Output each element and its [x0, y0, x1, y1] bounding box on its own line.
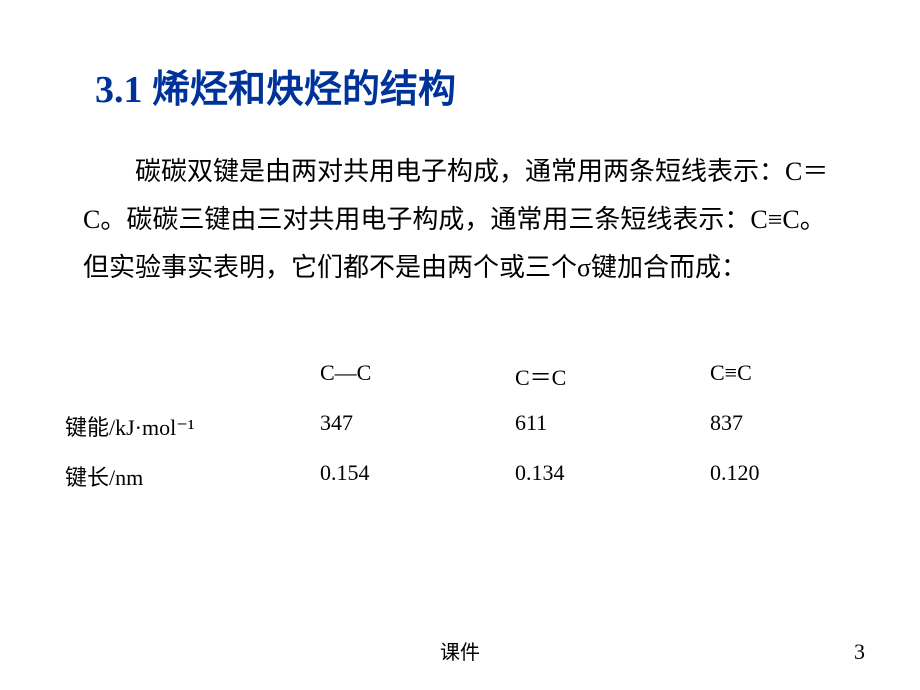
energy-single: 347 — [320, 410, 515, 442]
table-header-row: C—C C＝C C≡C — [65, 360, 865, 392]
length-label: 键长/nm — [65, 460, 320, 492]
table-row-energy: 键能/kJ·mol⁻¹ 347 611 837 — [65, 410, 865, 442]
header-triple-bond: C≡C — [710, 360, 860, 392]
length-double: 0.134 — [515, 460, 710, 492]
section-title: 3.1 烯烃和炔烃的结构 — [95, 58, 456, 113]
body-paragraph: 碳碳双键是由两对共用电子构成，通常用两条短线表示：C＝C。碳碳三键由三对共用电子… — [83, 148, 841, 292]
energy-double: 611 — [515, 410, 710, 442]
table-row-length: 键长/nm 0.154 0.134 0.120 — [65, 460, 865, 492]
header-double-bond: C＝C — [515, 360, 710, 392]
length-single: 0.154 — [320, 460, 515, 492]
bond-data-table: C—C C＝C C≡C 键能/kJ·mol⁻¹ 347 611 837 键长/n… — [65, 360, 865, 510]
length-triple: 0.120 — [710, 460, 860, 492]
header-single-bond: C—C — [320, 360, 515, 392]
energy-label: 键能/kJ·mol⁻¹ — [65, 410, 320, 442]
page-number: 3 — [854, 639, 865, 665]
energy-triple: 837 — [710, 410, 860, 442]
header-label — [65, 360, 320, 392]
footer-label: 课件 — [0, 636, 920, 665]
